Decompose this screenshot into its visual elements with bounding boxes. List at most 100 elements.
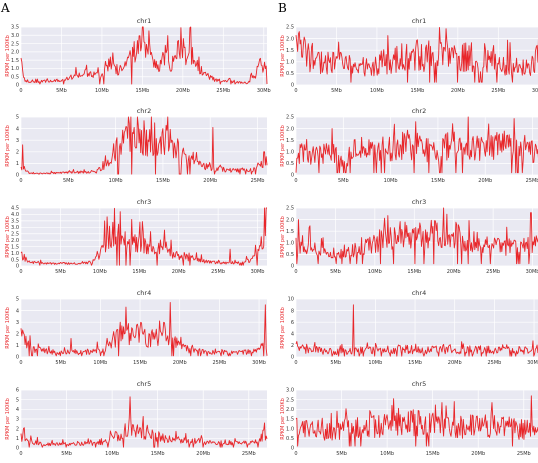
chart-b-chr1-ytick-label: 2.5 (286, 25, 294, 31)
chart-a-chr1-ytick-label: 0.5 (11, 74, 19, 80)
chart-a-chr2-ytick-label: 2 (16, 150, 19, 156)
chart-b-chr4-plot-area (296, 299, 538, 357)
chart-a-chr3-ytick-label: 2.0 (11, 238, 19, 244)
chart-b-chr2-ytick-label: 2.0 (286, 126, 294, 132)
chart-a-chr5-xtick-label: 15Mb (151, 451, 165, 457)
chart-b-chr3-ytick-label: 0 (291, 264, 294, 270)
chart-b-chr3-ylabel: RPKM per 100Kb (280, 216, 286, 258)
chart-b-chr3: chr3 RPKM per 100Kb 0 0.5 1.0 1.5 2.0 2.5 0 5Mb 10… (280, 198, 538, 275)
chart-a-chr1-ytick-label: 1.5 (11, 58, 19, 64)
chart-a-chr1-xtick-label: 20Mb (176, 88, 190, 94)
chart-a-chr5-ytick-label: 5 (16, 397, 19, 403)
chart-a-chr1-xtick-label: 15Mb (135, 88, 149, 94)
chart-b-chr2-ytick-label: 1.0 (286, 150, 294, 156)
chart-b-chr4-ytick-label: 2 (291, 343, 294, 349)
chart-a-chr1-ytick-label: 3.5 (11, 25, 19, 31)
chart-b-chr5-ytick-label: 2.0 (286, 407, 294, 413)
chart-b-chr3-xtick-label: 0 (294, 269, 297, 275)
chart-b-chr4-ytick-label: 4 (291, 332, 294, 338)
chart-a-chr1-ytick-label: 2.5 (11, 41, 19, 47)
chart-a-chr3-xtick-label: 30Mb (251, 269, 265, 275)
chart-a-chr5: chr5 RPKM per 100Kb 0 1 2 3 4 5 6 0 5Mb 10Mb 15Mb 20M… (5, 380, 268, 457)
chart-a-chr3-ytick-label: 0.5 (11, 257, 19, 263)
chart-a-chr3-title: chr3 (137, 198, 152, 206)
chart-b-chr3-xtick-label: 30Mb (526, 269, 538, 275)
chart-b-chr5-ytick-label: 1.0 (286, 426, 294, 432)
chart-a-chr2-xtick-label: 10Mb (109, 178, 123, 184)
chart-a-chr3-xtick-label: 0 (19, 269, 22, 275)
chart-b-chr2-ytick-label: 1.5 (286, 138, 294, 144)
chart-a-chr4-signal-line (20, 302, 268, 357)
chart-b-chr4-xtick-label: 10Mb (368, 360, 382, 366)
chart-b-chr1-xtick-label: 15Mb (410, 88, 424, 94)
chart-b-chr4-xtick-label: 30Mb (527, 360, 538, 366)
chart-b-chr5-ylabel: RPKM per 100Kb (280, 398, 286, 440)
chart-b-chr3-xtick-label: 15Mb (407, 269, 421, 275)
chart-a-chr4-ytick-label: 5 (16, 297, 19, 303)
chart-b-chr3-xtick-label: 20Mb (447, 269, 461, 275)
chart-a-chr4-xtick-label: 25Mb (212, 360, 226, 366)
chart-a-chr1-ytick-label: 1.0 (11, 66, 19, 72)
chart-a-chr3-ytick-label: 4.5 (11, 206, 19, 212)
chart-a-chr2-ytick-label: 4 (16, 126, 19, 132)
chart-b-chr5-xtick-label: 15Mb (426, 451, 440, 457)
chart-b-chr5-xtick-label: 0 (294, 451, 297, 457)
chart-b-chr3-ytick-label: 2.0 (286, 217, 294, 223)
chart-a-chr1-title: chr1 (137, 17, 152, 25)
chart-a-chr2-ytick-label: 0 (16, 173, 19, 179)
chart-a-chr4-xtick-label: 15Mb (133, 360, 147, 366)
chart-a-chr5-ytick-label: 0 (16, 446, 19, 452)
chart-a-chr5-ytick-label: 3 (16, 417, 19, 423)
chart-a-chr3-ytick-label: 1.0 (11, 251, 19, 257)
chart-a-chr3-xtick-label: 20Mb (172, 269, 186, 275)
chart-a-chr5-xtick-label: 5Mb (61, 451, 72, 457)
chart-a-chr3-ytick-label: 3.5 (11, 219, 19, 225)
chart-b-chr5-xtick-label: 20Mb (471, 451, 485, 457)
chart-a-chr1-ylabel: RPKM per 100Kb (5, 35, 11, 77)
chart-a-chr1-xtick-label: 5Mb (56, 88, 67, 94)
chart-a-chr1-xtick-label: 30Mb (257, 88, 271, 94)
chart-a-chr2-xtick-label: 0 (19, 178, 22, 184)
chart-b-chr2-xtick-label: 0 (294, 178, 297, 184)
chart-b-chr2: chr2 RPKM per 100Kb 0 0.5 1.0 1.5 2.0 2.5 0 5Mb 10… (280, 107, 538, 184)
chart-b-chr4-ytick-label: 6 (291, 320, 294, 326)
chart-b-chr2-signal-line (295, 116, 538, 174)
chart-a-chr5-ytick-label: 4 (16, 407, 19, 413)
chart-b-chr2-xtick-label: 15Mb (431, 178, 445, 184)
chart-b-chr1-ytick-label: 0.5 (286, 71, 294, 77)
chart-a-chr4-xtick-label: 30Mb (252, 360, 266, 366)
chart-a-chr4-xtick-label: 5Mb (55, 360, 66, 366)
chart-a-chr2-ytick-label: 1 (16, 161, 19, 167)
chart-a-chr5-ytick-label: 6 (16, 388, 19, 394)
chart-b-chr3-ytick-label: 1.5 (286, 229, 294, 235)
chart-b-chr2-xtick-label: 25Mb (526, 178, 538, 184)
chart-a-chr1-ytick-label: 0 (16, 83, 19, 89)
chart-a-chr2-signal-line (20, 116, 268, 175)
chart-a-chr5-xtick-label: 10Mb (105, 451, 119, 457)
chart-b-chr1-xtick-label: 25Mb (491, 88, 505, 94)
chart-a-chr1-xtick-label: 0 (19, 88, 22, 94)
chart-a-chr3-xtick-label: 25Mb (211, 269, 225, 275)
chart-b-chr4-xtick-label: 5Mb (330, 360, 341, 366)
chart-a-chr2-ytick-label: 5 (16, 115, 19, 121)
chart-b-chr5-ytick-label: 0.5 (286, 436, 294, 442)
chart-a-chr4-ytick-label: 2 (16, 332, 19, 338)
chart-a-chr4-ytick-label: 0 (16, 355, 19, 361)
chart-b-chr1-xtick-label: 10Mb (370, 88, 384, 94)
chart-b-chr2-ylabel: RPKM per 100Kb (280, 125, 286, 167)
chart-b-chr4-xtick-label: 20Mb (448, 360, 462, 366)
chart-b-chr2-ytick-label: 0 (291, 173, 294, 179)
chart-b-chr5-signal-line (295, 395, 538, 447)
chart-b-chr4-ytick-label: 0 (291, 355, 294, 361)
chart-a-chr5-ylabel: RPKM per 100Kb (5, 398, 11, 440)
chart-a-chr3-ytick-label: 0 (16, 264, 19, 270)
chart-b-chr1-ytick-label: 1.0 (286, 60, 294, 66)
chart-b-chr3-ytick-label: 0.5 (286, 252, 294, 258)
chart-a-chr1-xtick-label: 10Mb (95, 88, 109, 94)
chart-b-chr3-xtick-label: 25Mb (486, 269, 500, 275)
chart-a-chr5-xtick-label: 20Mb (196, 451, 210, 457)
chart-b-chr5-ytick-label: 1.5 (286, 417, 294, 423)
chart-a-chr4-title: chr4 (137, 289, 152, 297)
chart-a-chr3-ytick-label: 3.0 (11, 225, 19, 231)
